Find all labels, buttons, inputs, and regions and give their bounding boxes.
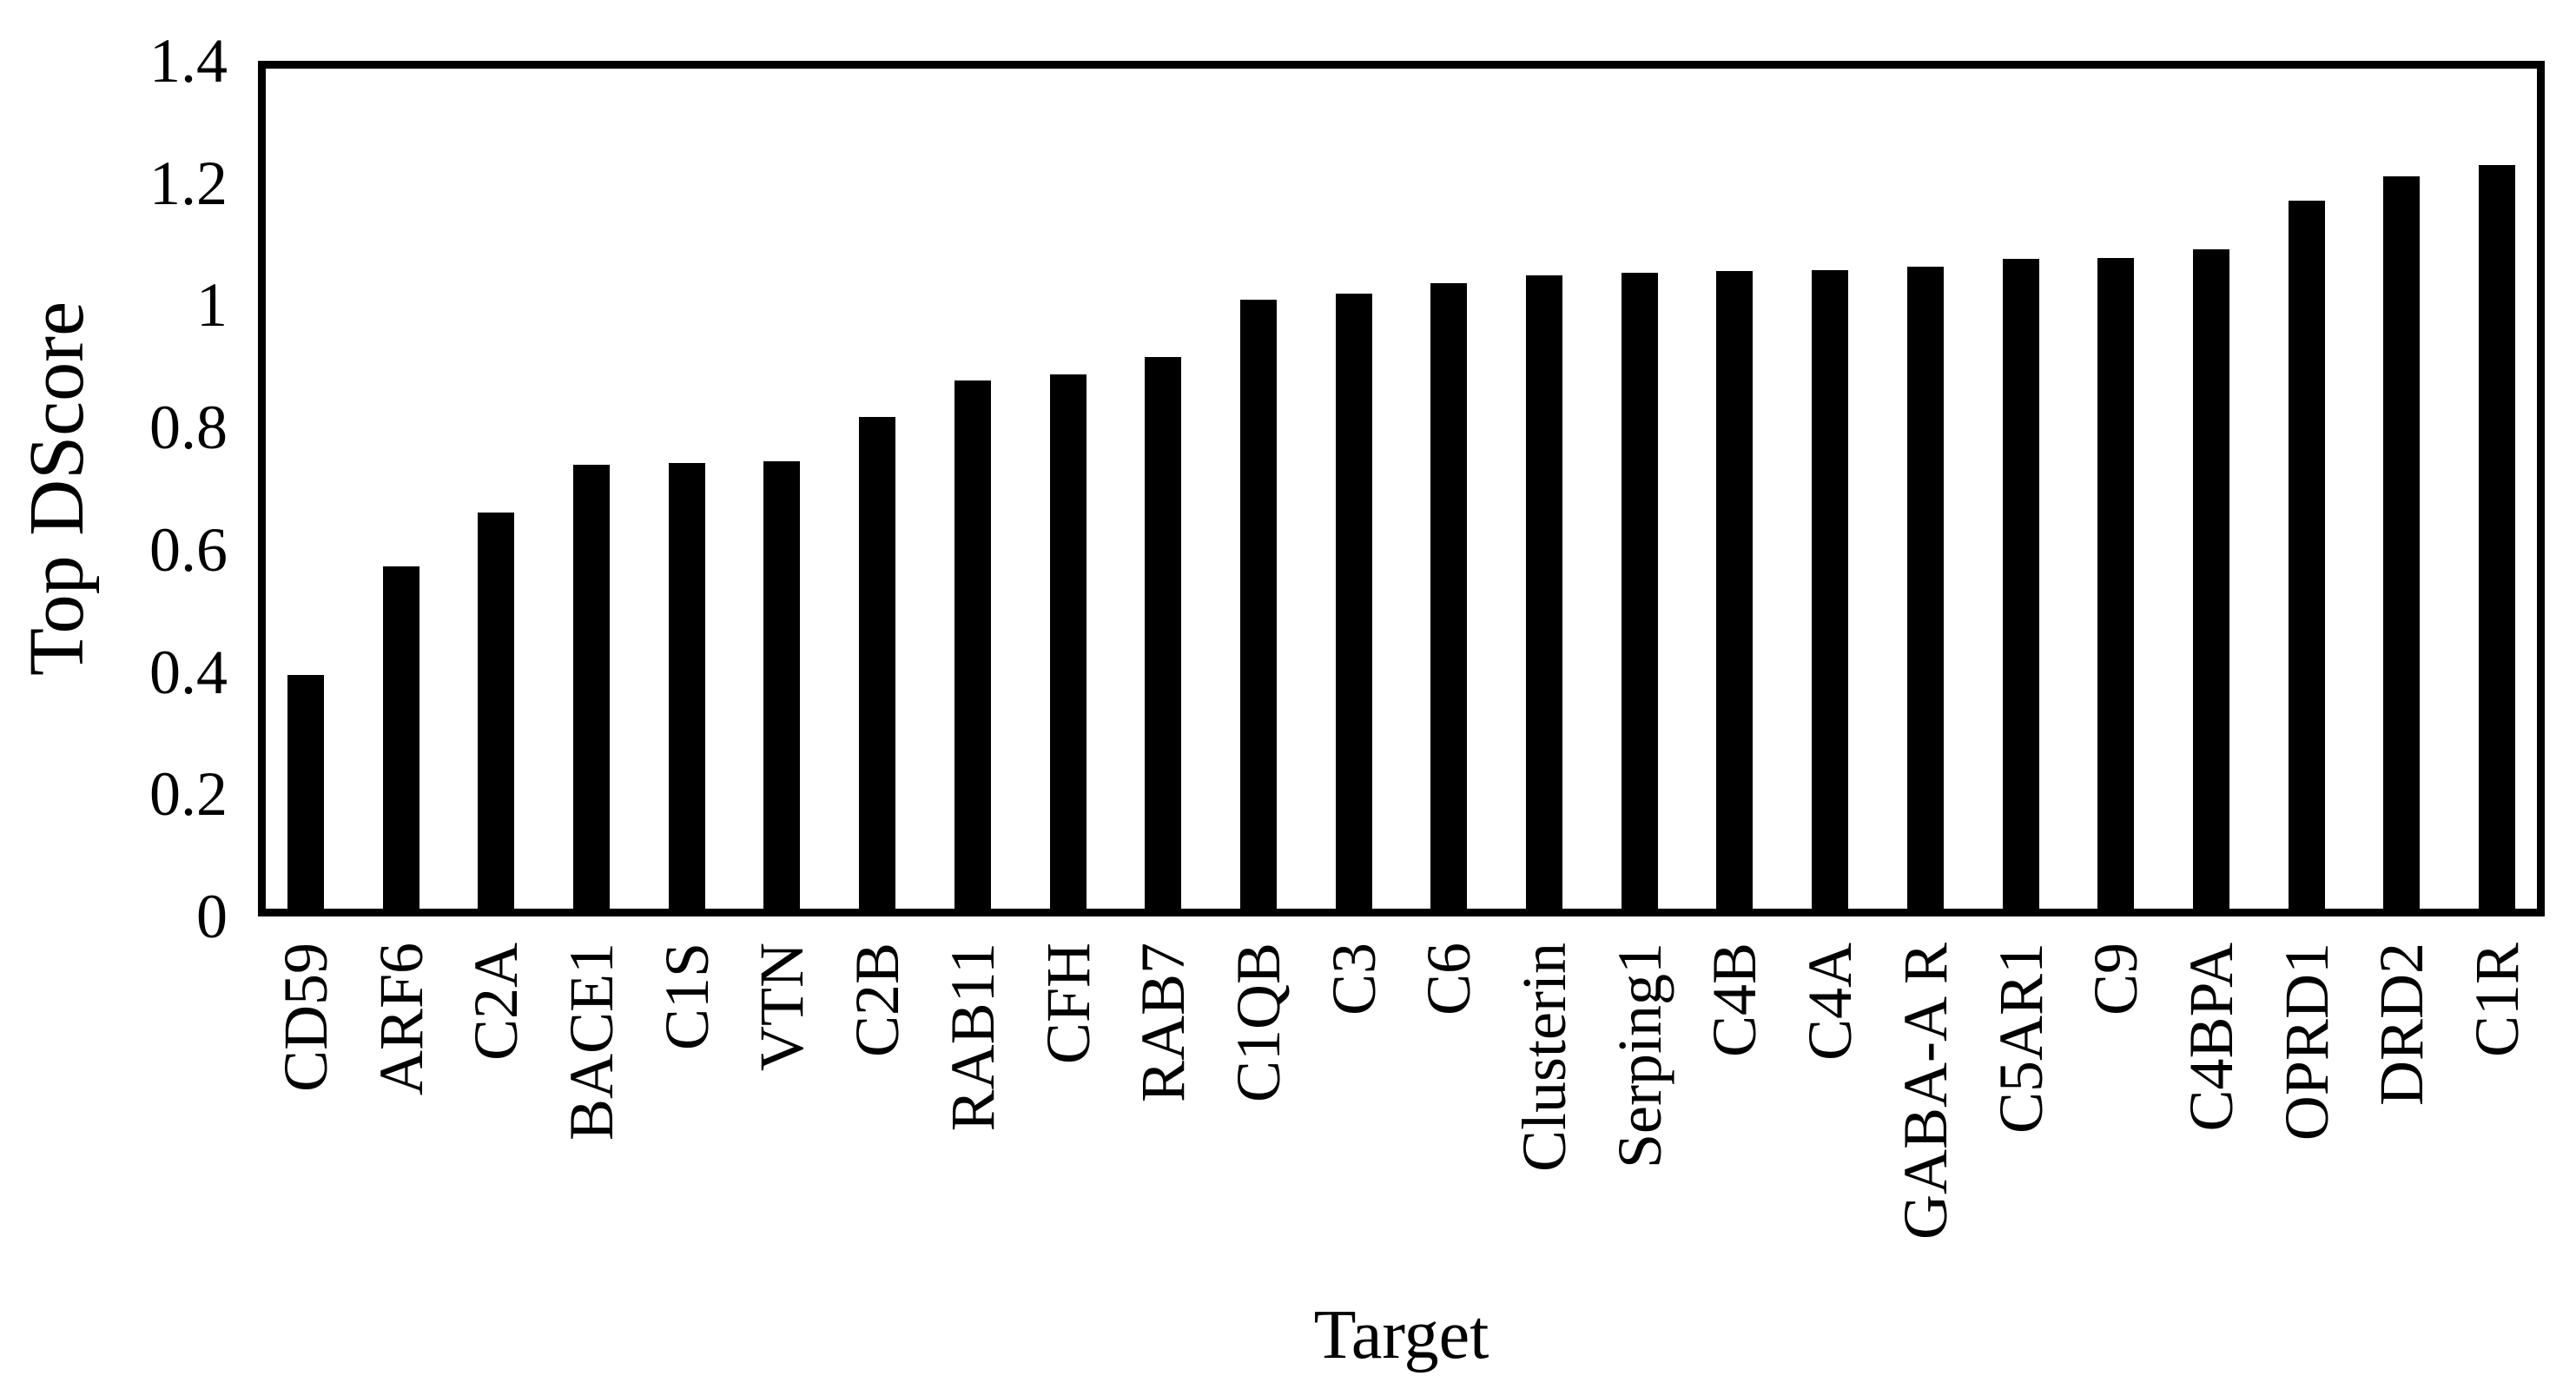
x-category-label: CFH — [1033, 943, 1103, 1065]
x-category-label: C1R — [2462, 943, 2533, 1058]
x-category-label: C2B — [842, 943, 913, 1058]
y-axis-title-text: Top DScore — [14, 301, 101, 677]
bar-C1QB — [1239, 299, 1277, 909]
bar-DRD2 — [2383, 176, 2421, 909]
y-tick-label: 1 — [196, 270, 228, 341]
bar-OPRD1 — [2288, 200, 2325, 909]
bar-CD59 — [287, 674, 324, 909]
bar-C9 — [2097, 257, 2135, 909]
x-category-label: RAB7 — [1128, 943, 1199, 1103]
y-tick-label: 1.2 — [149, 148, 228, 218]
x-category-label: C3 — [1318, 943, 1389, 1016]
x-category-label: C1QB — [1223, 943, 1293, 1103]
y-tick-label: 0.4 — [149, 637, 228, 707]
bar-RAB7 — [1145, 356, 1182, 909]
bar-C1S — [668, 462, 705, 909]
bar-BACE1 — [572, 464, 610, 909]
bar-Serping1 — [1621, 272, 1658, 909]
x-category-label: VTN — [747, 943, 817, 1071]
x-category-label: C4BPA — [2176, 943, 2247, 1132]
bar-Clusterin — [1526, 275, 1563, 909]
bar-RAB11 — [954, 380, 991, 909]
bar-C4B — [1716, 271, 1754, 909]
x-category-label: C1S — [651, 943, 722, 1051]
bar-ARF6 — [382, 566, 419, 909]
bar-VTN — [763, 461, 801, 909]
x-category-label: C4B — [1700, 943, 1770, 1058]
x-category-label: DRD2 — [2367, 943, 2437, 1107]
bar-C3 — [1335, 294, 1372, 909]
x-category-label: OPRD1 — [2271, 943, 2342, 1141]
x-axis-title: Target — [1313, 1297, 1489, 1373]
x-category-label: C5AR1 — [1985, 943, 2056, 1135]
x-category-label: GABA-A R — [1890, 943, 1960, 1241]
y-tick-label: 1.4 — [149, 26, 228, 96]
y-tick-label: 0.8 — [149, 393, 228, 463]
x-category-label: RAB11 — [937, 943, 1007, 1132]
x-category-label: Clusterin — [1509, 943, 1580, 1172]
y-tick-label: 0.2 — [149, 759, 228, 830]
bar-GABA-A R — [1906, 266, 1944, 909]
x-category-label: Serping1 — [1604, 943, 1674, 1168]
x-category-label: ARF6 — [366, 943, 436, 1096]
bars-layer — [258, 61, 2545, 916]
bar-C4BPA — [2193, 248, 2230, 909]
bar-C6 — [1430, 282, 1468, 909]
x-category-label: C4A — [1795, 943, 1866, 1062]
x-category-label: C2A — [461, 943, 532, 1062]
bar-CFH — [1049, 374, 1087, 909]
y-tick-label: 0 — [196, 882, 228, 951]
bar-C5AR1 — [2002, 258, 2039, 909]
y-tick-label: 0.6 — [149, 514, 228, 585]
plot-frame — [258, 61, 2545, 916]
bar-C4A — [1812, 270, 1849, 909]
x-category-label: BACE1 — [556, 943, 626, 1141]
bar-C2A — [478, 513, 515, 909]
x-category-label: CD59 — [270, 943, 340, 1093]
bar-C2B — [859, 416, 896, 909]
x-category-label: C6 — [1414, 943, 1484, 1016]
bar-C1R — [2479, 164, 2516, 909]
x-category-label: C9 — [2081, 943, 2151, 1016]
